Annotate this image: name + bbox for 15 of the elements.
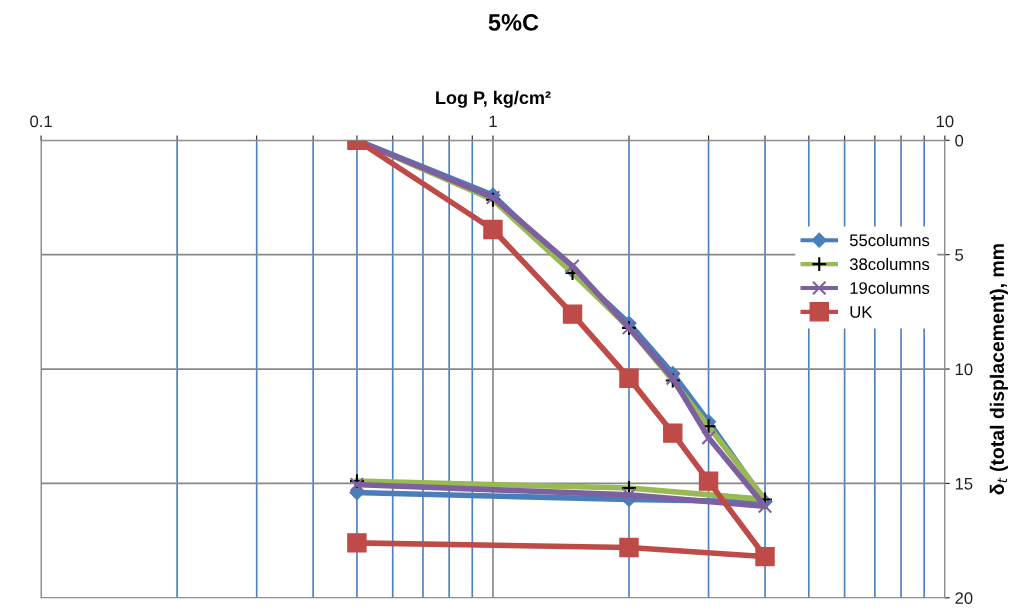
legend-label: UK <box>850 306 873 318</box>
legend-label: 38columns <box>849 257 930 271</box>
y-axis-title: δ$_{t}$ (total displacement), mm <box>989 244 1008 495</box>
y-tick-label: 0 <box>955 134 964 147</box>
legend-label: 55columns <box>849 233 930 247</box>
y-tick-label: 20 <box>955 592 973 604</box>
y-tick-label: 10 <box>955 363 973 376</box>
legend-label: 19columns <box>850 281 930 294</box>
y-tick-label: 5 <box>955 249 964 261</box>
x-axis-title: Log P, kg/cm² <box>436 90 551 108</box>
x-tick-label: 0.1 <box>30 115 52 128</box>
chart-title: 5%C <box>488 14 539 31</box>
x-tick-label: 10 <box>936 115 954 128</box>
x-tick-label: 1 <box>489 115 497 128</box>
y-tick-label: 15 <box>955 478 973 490</box>
